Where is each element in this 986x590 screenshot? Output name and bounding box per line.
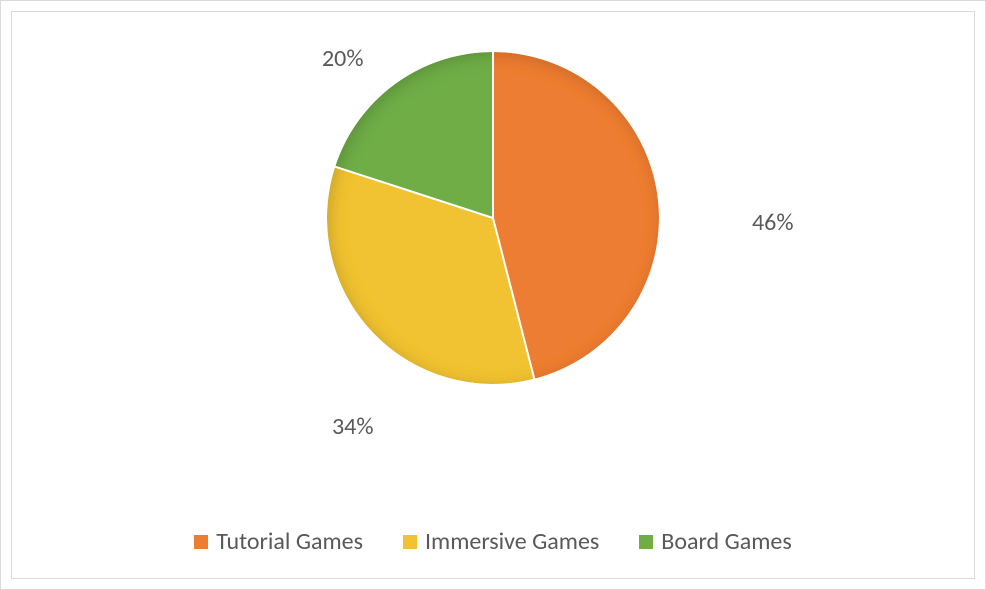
- chart-inner-border: 46% 34% 20% Tutorial Games Immersive Gam…: [11, 11, 975, 579]
- legend-label-immersive: Immersive Games: [425, 527, 599, 556]
- slice-label-tutorial: 46%: [752, 208, 793, 237]
- legend-item-tutorial: Tutorial Games: [194, 527, 363, 556]
- legend-label-tutorial: Tutorial Games: [216, 527, 363, 556]
- chart-frame: 46% 34% 20% Tutorial Games Immersive Gam…: [0, 0, 986, 590]
- legend-swatch-board: [639, 535, 653, 549]
- legend-swatch-immersive: [403, 535, 417, 549]
- legend-swatch-tutorial: [194, 535, 208, 549]
- pie-chart: [327, 52, 659, 389]
- legend-item-board: Board Games: [639, 527, 791, 556]
- slice-label-immersive: 34%: [332, 412, 373, 441]
- legend-item-immersive: Immersive Games: [403, 527, 599, 556]
- legend: Tutorial Games Immersive Games Board Gam…: [12, 527, 974, 556]
- slice-label-board: 20%: [322, 44, 363, 73]
- legend-label-board: Board Games: [661, 527, 791, 556]
